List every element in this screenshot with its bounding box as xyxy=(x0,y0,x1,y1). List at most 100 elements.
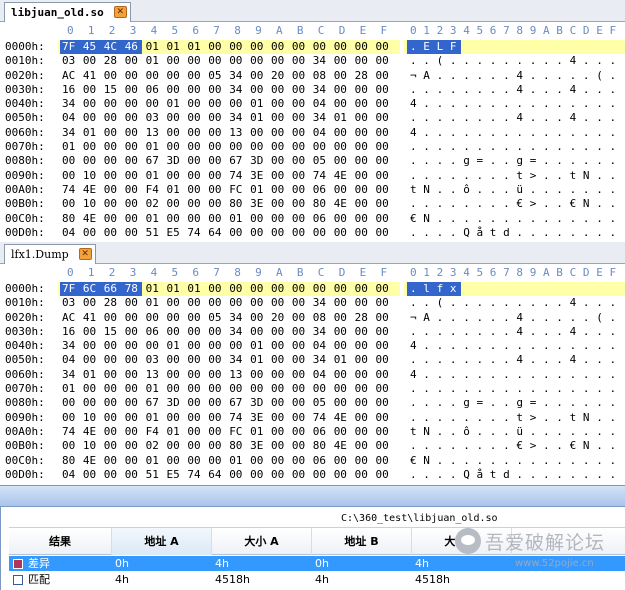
hex-byte[interactable]: 00 xyxy=(250,211,264,225)
ascii-char[interactable]: . xyxy=(489,439,497,453)
hex-byte[interactable]: 00 xyxy=(375,40,389,53)
ascii-char[interactable]: . xyxy=(596,324,603,338)
ascii-char[interactable]: . xyxy=(476,439,484,453)
hex-byte[interactable]: 00 xyxy=(124,197,138,211)
hex-byte[interactable]: 00 xyxy=(271,453,285,467)
hex-byte[interactable]: 04 xyxy=(62,225,76,239)
hex-byte[interactable]: 34 xyxy=(229,68,243,82)
hex-byte[interactable]: 00 xyxy=(208,353,222,367)
hex-byte[interactable]: 06 xyxy=(312,211,327,225)
hex-byte[interactable]: 00 xyxy=(354,211,368,225)
hex-byte[interactable]: FC xyxy=(229,424,243,438)
ascii-char[interactable]: 4 xyxy=(569,111,577,125)
hex-byte[interactable]: 74 xyxy=(62,182,76,196)
ascii-char[interactable]: . xyxy=(503,111,510,125)
hex-byte[interactable]: 74 xyxy=(62,424,76,438)
hex-byte[interactable]: 3E xyxy=(250,197,264,211)
hex-byte[interactable]: 00 xyxy=(271,396,285,410)
ascii-char[interactable]: . xyxy=(609,197,617,211)
ascii-char[interactable]: € xyxy=(569,439,577,453)
ascii-char[interactable]: . xyxy=(489,68,497,82)
hex-byte[interactable]: 00 xyxy=(166,197,180,211)
ascii-char[interactable]: . xyxy=(556,97,563,111)
hex-byte[interactable]: 00 xyxy=(291,140,306,154)
hex-byte[interactable]: 01 xyxy=(250,97,264,111)
ascii-char[interactable]: g xyxy=(463,396,470,410)
hex-byte[interactable]: 04 xyxy=(312,97,327,111)
ascii-char[interactable]: € xyxy=(410,211,417,225)
hex-byte[interactable]: 00 xyxy=(187,168,201,182)
ascii-char[interactable]: N xyxy=(582,197,590,211)
ascii-char[interactable]: . xyxy=(609,367,617,381)
ascii-char[interactable]: . xyxy=(529,182,537,196)
hex-row[interactable]: 0070h: 01 00 00 00 01 00 00 00 00 00 00 00 00 00 00 00..… xyxy=(0,382,625,396)
hex-byte[interactable]: 00 xyxy=(291,82,306,96)
hex-byte[interactable]: 00 xyxy=(124,225,138,239)
ascii-char[interactable]: . xyxy=(596,353,603,367)
ascii-char[interactable]: . xyxy=(582,324,590,338)
ascii-char[interactable]: . xyxy=(410,197,417,211)
ascii-char[interactable]: > xyxy=(529,439,537,453)
hex-byte[interactable]: 00 xyxy=(291,168,306,182)
ascii-char[interactable]: . xyxy=(503,197,510,211)
hex-byte[interactable]: 00 xyxy=(124,154,138,168)
hex-row[interactable]: 0060h: 34 01 00 00 13 00 00 00 13 00 00 00 04 00 00 00 4.… xyxy=(0,126,625,140)
ascii-char[interactable]: . xyxy=(410,296,417,310)
hex-row[interactable]: 0010h: 03 00 28 00 01 00 00 00 00 00 00 00 34 00 00 00..… xyxy=(0,296,625,310)
hex-byte[interactable]: 3E xyxy=(250,168,264,182)
ascii-char[interactable]: . xyxy=(423,296,430,310)
ascii-char[interactable]: . xyxy=(609,140,617,154)
ascii-char[interactable]: . xyxy=(463,382,470,396)
ascii-char[interactable]: . xyxy=(410,324,417,338)
hex-byte[interactable]: 00 xyxy=(103,68,118,82)
hex-byte[interactable]: 01 xyxy=(82,125,97,139)
ascii-char[interactable]: . xyxy=(596,154,603,168)
ascii-char[interactable]: . xyxy=(609,211,617,225)
hex-byte[interactable]: 67 xyxy=(229,396,243,410)
hex-byte[interactable]: 00 xyxy=(333,310,347,324)
hex-row[interactable]: 00B0h: 00 10 00 00 02 00 00 00 80 3E 00 00 80 4E 00 00..… xyxy=(0,439,625,453)
ascii-char[interactable]: . xyxy=(556,197,563,211)
hex-byte[interactable]: 00 xyxy=(62,396,76,410)
hex-byte[interactable]: 00 xyxy=(187,410,201,424)
hex-byte[interactable]: 01 xyxy=(145,296,159,310)
hex-byte[interactable]: 00 xyxy=(291,410,306,424)
hex-byte[interactable]: 00 xyxy=(82,54,97,68)
ascii-char[interactable]: 4 xyxy=(569,54,577,68)
ascii-char[interactable]: . xyxy=(489,125,497,139)
hex-byte[interactable]: 00 xyxy=(208,211,222,225)
ascii-char[interactable]: . xyxy=(596,467,603,481)
hex-byte[interactable]: 00 xyxy=(333,225,347,239)
hex-row[interactable]: 0040h: 34 00 00 00 00 01 00 00 00 01 00 00 04 00 00 00 4.… xyxy=(0,339,625,353)
ascii-char[interactable]: . xyxy=(463,97,470,111)
ascii-char[interactable]: . xyxy=(556,168,563,182)
hex-byte[interactable]: 01 xyxy=(229,211,243,225)
hex-byte[interactable]: 13 xyxy=(229,125,243,139)
ascii-char[interactable]: . xyxy=(596,382,603,396)
hex-byte[interactable]: 67 xyxy=(145,154,159,168)
ascii-char[interactable]: . xyxy=(463,111,470,125)
table-row[interactable]: 匹配 4h 4518h 4h 4518h xyxy=(9,572,625,587)
ascii-char[interactable]: . xyxy=(609,467,617,481)
hex-byte[interactable]: 00 xyxy=(82,382,97,396)
ascii-char[interactable]: . xyxy=(596,140,603,154)
hex-byte[interactable]: 00 xyxy=(208,367,222,381)
ascii-char[interactable]: . xyxy=(609,68,617,82)
hex-byte[interactable]: 00 xyxy=(229,97,243,111)
hex-byte[interactable]: 00 xyxy=(250,296,264,310)
hex-byte[interactable]: 00 xyxy=(208,324,222,338)
hex-byte[interactable]: 00 xyxy=(250,282,264,295)
ascii-char[interactable]: . xyxy=(556,140,563,154)
ascii-char[interactable]: . xyxy=(529,111,537,125)
hex-byte[interactable]: 34 xyxy=(312,296,327,310)
ascii-char[interactable]: . xyxy=(556,382,563,396)
ascii-char[interactable]: . xyxy=(436,382,444,396)
ascii-char[interactable]: . xyxy=(543,97,550,111)
hex-byte[interactable]: 28 xyxy=(354,310,368,324)
hex-rows[interactable]: 0000h: 7F 6C 66 78 01 01 01 00 00 00 00 00 00 00 00 00. l… xyxy=(0,282,625,482)
hex-byte[interactable]: 01 xyxy=(250,353,264,367)
ascii-char[interactable]: 4 xyxy=(516,68,524,82)
ascii-char[interactable]: . xyxy=(423,111,430,125)
hex-byte[interactable]: 34 xyxy=(62,339,76,353)
hex-byte[interactable]: 80 xyxy=(312,197,327,211)
